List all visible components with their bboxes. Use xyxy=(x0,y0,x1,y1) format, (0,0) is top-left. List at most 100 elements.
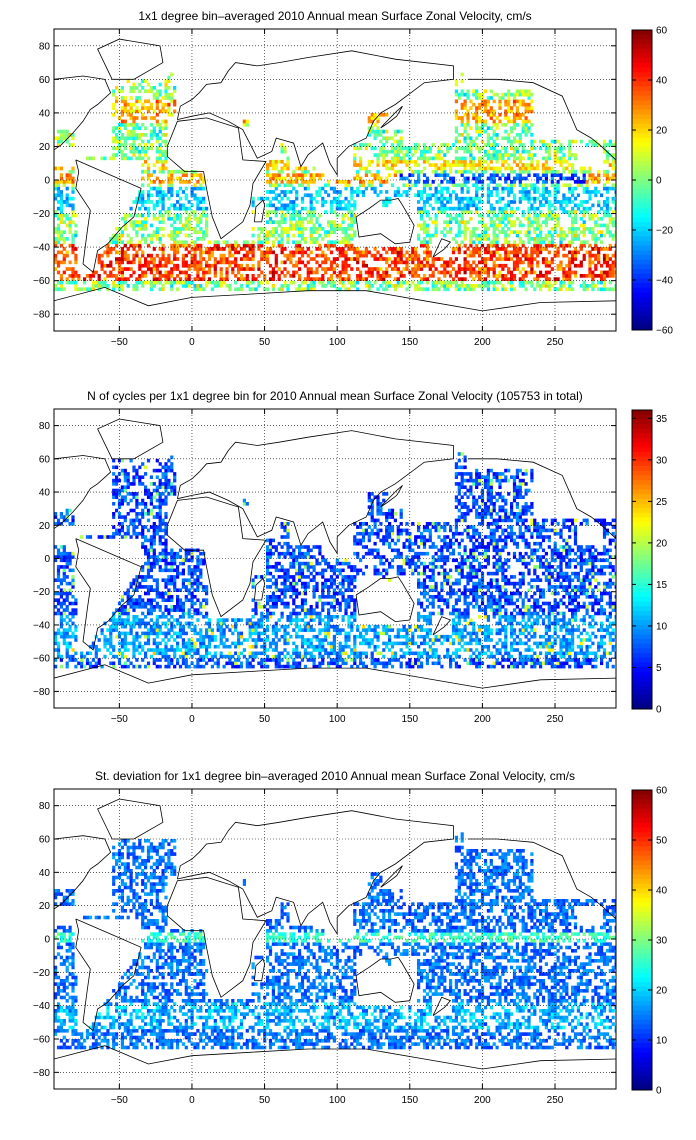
heatmap-cell xyxy=(486,136,490,141)
heatmap-cell xyxy=(568,196,572,201)
heatmap-cell xyxy=(141,250,145,255)
heatmap-cell xyxy=(176,200,180,204)
heatmap-cell xyxy=(155,146,159,151)
heatmap-cell xyxy=(167,648,171,652)
heatmap-cell xyxy=(196,220,200,224)
heatmap-cell xyxy=(187,223,191,228)
heatmap-cell xyxy=(376,257,380,261)
heatmap-cell xyxy=(457,263,461,268)
heatmap-cell xyxy=(88,651,93,656)
heatmap-cell xyxy=(309,267,313,271)
heatmap-cell xyxy=(463,123,467,127)
heatmap-cell xyxy=(582,230,586,234)
heatmap-cell xyxy=(321,654,325,659)
heatmap-cell xyxy=(149,180,153,184)
heatmap-cell xyxy=(152,267,156,271)
heatmap-cell xyxy=(605,176,609,181)
heatmap-cell xyxy=(515,133,519,137)
heatmap-cell xyxy=(539,287,543,292)
heatmap-cell xyxy=(196,180,200,184)
heatmap-cell xyxy=(106,648,110,652)
heatmap-cell xyxy=(478,270,482,275)
heatmap-cell xyxy=(202,664,206,669)
heatmap-cell xyxy=(498,247,502,251)
heatmap-cell xyxy=(184,284,188,288)
heatmap-cell xyxy=(173,206,177,211)
heatmap-cell xyxy=(289,203,293,208)
heatmap-cell xyxy=(463,230,467,234)
heatmap-cell xyxy=(213,270,217,275)
heatmap-cell xyxy=(138,200,142,204)
heatmap-cell xyxy=(541,240,546,245)
heatmap-cell xyxy=(480,109,485,114)
heatmap-cell xyxy=(475,183,479,188)
heatmap-cell xyxy=(486,186,490,191)
heatmap-cell xyxy=(146,183,151,188)
heatmap-cell xyxy=(123,243,127,248)
heatmap-cell xyxy=(547,270,551,275)
heatmap-cell xyxy=(533,270,537,275)
heatmap-cell xyxy=(451,143,456,147)
heatmap-cell xyxy=(489,106,493,110)
heatmap-cell xyxy=(414,257,418,261)
heatmap-cell xyxy=(335,654,339,659)
heatmap-cell xyxy=(594,651,598,656)
heatmap-cell xyxy=(573,247,578,251)
heatmap-cell xyxy=(155,648,159,652)
heatmap-cell xyxy=(65,654,69,659)
heatmap-cell xyxy=(149,648,153,652)
heatmap-cell xyxy=(97,661,101,666)
heatmap-cell xyxy=(126,133,130,137)
heatmap-cell xyxy=(518,190,522,194)
heatmap-cell xyxy=(449,658,453,662)
heatmap-cell xyxy=(71,648,75,652)
heatmap-cell xyxy=(106,253,110,258)
heatmap-cell xyxy=(451,216,456,221)
heatmap-cell xyxy=(146,146,151,151)
heatmap-cell xyxy=(568,240,572,245)
heatmap-cell xyxy=(504,146,508,151)
heatmap-cell xyxy=(126,253,130,258)
heatmap-cell xyxy=(486,267,490,271)
heatmap-cell xyxy=(579,183,583,188)
heatmap-cell xyxy=(280,260,284,265)
heatmap-cell xyxy=(329,263,334,268)
heatmap-cell xyxy=(135,149,139,154)
heatmap-cell xyxy=(512,661,517,666)
heatmap-cell xyxy=(100,284,104,288)
heatmap-cell xyxy=(207,658,212,662)
heatmap-cell xyxy=(393,263,397,268)
heatmap-cell xyxy=(536,284,540,288)
heatmap-cell xyxy=(457,654,461,659)
heatmap-cell xyxy=(510,190,514,194)
heatmap-cell xyxy=(582,284,586,288)
heatmap-cell xyxy=(347,180,351,184)
heatmap-cell xyxy=(234,280,238,285)
heatmap-cell xyxy=(178,243,183,248)
heatmap-cell xyxy=(568,250,572,255)
heatmap-cell xyxy=(498,99,502,104)
heatmap-cell xyxy=(213,644,217,649)
heatmap-cell xyxy=(530,92,534,97)
heatmap-cell xyxy=(210,664,214,669)
heatmap-cell xyxy=(289,260,293,265)
heatmap-cell xyxy=(199,216,203,221)
heatmap-cell xyxy=(173,267,177,271)
heatmap-cell xyxy=(562,253,566,258)
heatmap-cell xyxy=(565,210,569,214)
heatmap-cell xyxy=(248,287,252,292)
heatmap-cell xyxy=(146,109,151,114)
heatmap-cell xyxy=(138,133,142,137)
heatmap-cell xyxy=(376,193,380,198)
heatmap-cell xyxy=(347,203,351,208)
heatmap-cell xyxy=(501,136,505,141)
heatmap-cell xyxy=(405,287,409,292)
colorbar-segment xyxy=(632,165,652,172)
heatmap-cell xyxy=(373,247,377,251)
heatmap-cell xyxy=(219,277,223,281)
heatmap-cell xyxy=(370,173,374,177)
heatmap-cell xyxy=(507,190,511,194)
heatmap-cell xyxy=(489,654,493,659)
heatmap-cell xyxy=(446,230,450,234)
colorbar-segment xyxy=(632,208,652,214)
